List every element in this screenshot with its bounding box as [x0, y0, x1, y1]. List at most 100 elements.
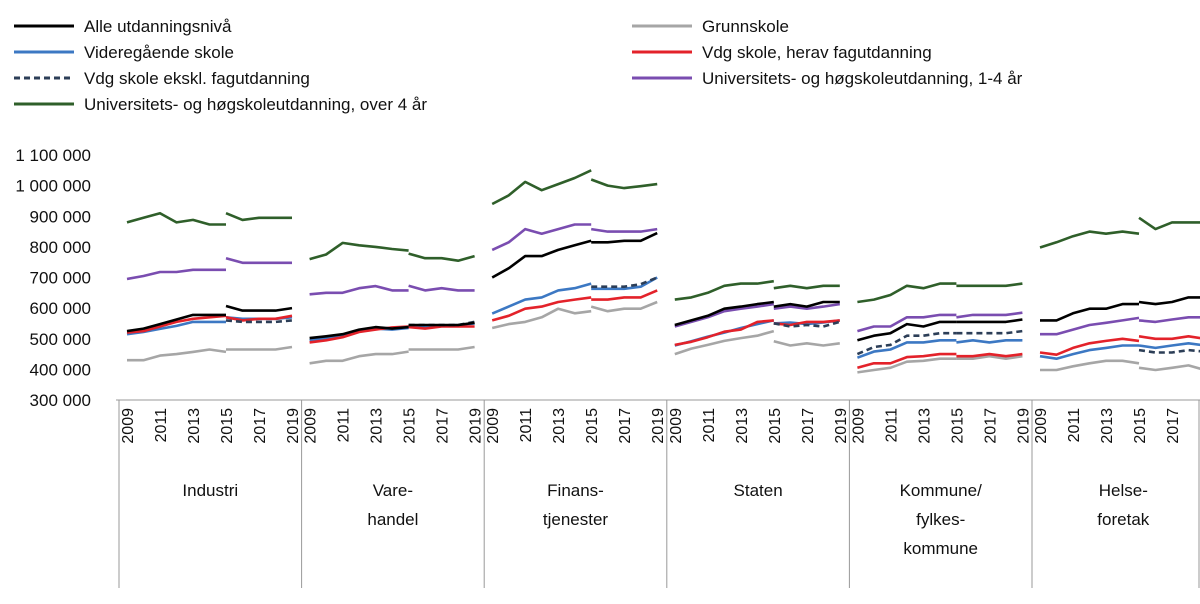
series-line-fag [1138, 335, 1200, 341]
x-tick-label: 2011 [883, 408, 900, 443]
series-line-fag [857, 352, 957, 370]
group-label: handel [367, 510, 418, 529]
group-label: Kommune/ [900, 481, 982, 500]
y-tick-label: 300 000 [30, 391, 91, 410]
series-line-alle [591, 231, 658, 244]
series-line-alle [1138, 296, 1200, 306]
legend-label: Vdg skole ekskl. fagutdanning [84, 69, 310, 88]
series-line-fag [225, 314, 293, 322]
series-line-uni4 [773, 284, 840, 290]
series-line-grunn [226, 345, 293, 351]
x-tick-label: 2017 [1165, 408, 1182, 444]
x-tick-label: 2017 [982, 408, 999, 444]
group-label: Staten [734, 481, 783, 500]
group-plot [1039, 216, 1200, 372]
series-line-fag [1039, 337, 1140, 356]
series-line-uni4 [126, 211, 226, 226]
series-line-vgs [856, 339, 957, 359]
group-label: Industri [182, 481, 238, 500]
series-line-uni4 [491, 169, 592, 206]
series-line-uni14 [1138, 316, 1200, 324]
legend-label: Videregående skole [84, 43, 234, 62]
series-line-ekskl [856, 331, 957, 356]
series-line-fag [956, 352, 1023, 358]
x-tick-label: 2013 [369, 408, 386, 444]
series-line-uni4 [1039, 230, 1140, 249]
x-tick-label: 2015 [584, 408, 601, 444]
x-tick-label: 2009 [1033, 408, 1050, 444]
series-line-uni4 [956, 282, 1023, 288]
series-line-alle [674, 300, 774, 327]
x-tick-label: 2019 [650, 408, 667, 444]
series-line-uni4 [408, 252, 475, 262]
series-line-uni4 [309, 241, 409, 261]
series-line-grunn [590, 300, 658, 313]
legend-item-vgs: Videregående skole [14, 43, 234, 62]
series-line-uni14 [857, 313, 957, 333]
series-line-ekskl [225, 319, 293, 324]
x-tick-label: 2009 [120, 408, 137, 444]
series-line-uni4 [857, 282, 957, 304]
y-tick-label: 1 100 000 [15, 146, 91, 165]
x-tick-label: 2019 [1198, 408, 1200, 444]
series-line-ekskl [591, 276, 658, 288]
legend-label: Universitets- og høgskoleutdanning, 1-4 … [702, 69, 1023, 88]
series-line-grunn [674, 329, 775, 356]
series-line-alle [408, 321, 475, 327]
x-tick-label: 2013 [186, 408, 203, 444]
x-tick-label: 2013 [551, 408, 568, 444]
x-tick-label: 2009 [668, 408, 685, 444]
series-line-uni14 [956, 311, 1023, 319]
y-tick-label: 1 000 000 [15, 177, 91, 196]
series-line-fag [126, 314, 227, 334]
group-label: kommune [903, 539, 978, 558]
group-plot [856, 282, 1023, 374]
legend-label: Universitets- og høgskoleutdanning, over… [84, 95, 427, 114]
x-tick-label: 2019 [285, 408, 302, 444]
group-label: tjenester [543, 510, 609, 529]
series-line-uni14 [126, 268, 226, 281]
series-line-uni14 [773, 302, 840, 310]
group-label: Vare- [373, 481, 413, 500]
series-line-uni14 [408, 284, 475, 292]
series-line-ekskl [1138, 348, 1200, 354]
x-tick-label: 2017 [252, 408, 269, 444]
series-line-uni4 [674, 279, 774, 301]
x-tick-label: 2013 [734, 408, 751, 444]
group-plot [126, 211, 293, 362]
y-tick-label: 700 000 [30, 269, 91, 288]
series-line-grunn [408, 345, 475, 351]
group-label: Helse- [1099, 481, 1148, 500]
group-label: fylkes- [916, 510, 965, 529]
group-label: Finans- [547, 481, 604, 500]
y-tick-label: 400 000 [30, 360, 91, 379]
series-line-ekskl [773, 320, 841, 328]
series-line-grunn [857, 357, 957, 374]
legend: Alle utdanningsnivå Grunnskole Videregåend… [14, 17, 1023, 114]
x-tick-label: 2015 [402, 408, 419, 444]
series-line-uni4 [225, 211, 292, 222]
series-line-fag [491, 296, 592, 322]
series-line-grunn [1040, 359, 1140, 372]
series-line-vgs [491, 282, 592, 315]
x-tick-label: 2015 [219, 408, 236, 444]
series-line-uni4 [590, 178, 658, 190]
legend-item-fag: Vdg skole, herav fagutdanning [632, 43, 932, 62]
series-line-uni14 [309, 284, 409, 296]
group-plot [674, 279, 841, 356]
series-line-alle [1040, 302, 1139, 322]
series-line-grunn [491, 307, 592, 330]
series-line-ekskl [956, 329, 1023, 335]
group-plot [491, 169, 658, 330]
legend-label: Vdg skole, herav fagutdanning [702, 43, 932, 62]
y-axis: 300 000 400 000 500 000 600 000 700 000 800 0… [15, 146, 91, 410]
series-line-grunn [309, 350, 409, 365]
series-line-grunn [1138, 364, 1200, 372]
x-tick-label: 2015 [1132, 408, 1149, 444]
x-tick-label: 2013 [1099, 408, 1116, 444]
x-tick-label: 2011 [518, 408, 535, 443]
x-tick-label: 2009 [485, 408, 502, 444]
series-line-fag [408, 325, 475, 330]
x-axis: 2009 2011 2013 2015 2017 2019 Industri 2009 2011… [116, 399, 1200, 588]
series-line-vgs [956, 339, 1023, 344]
